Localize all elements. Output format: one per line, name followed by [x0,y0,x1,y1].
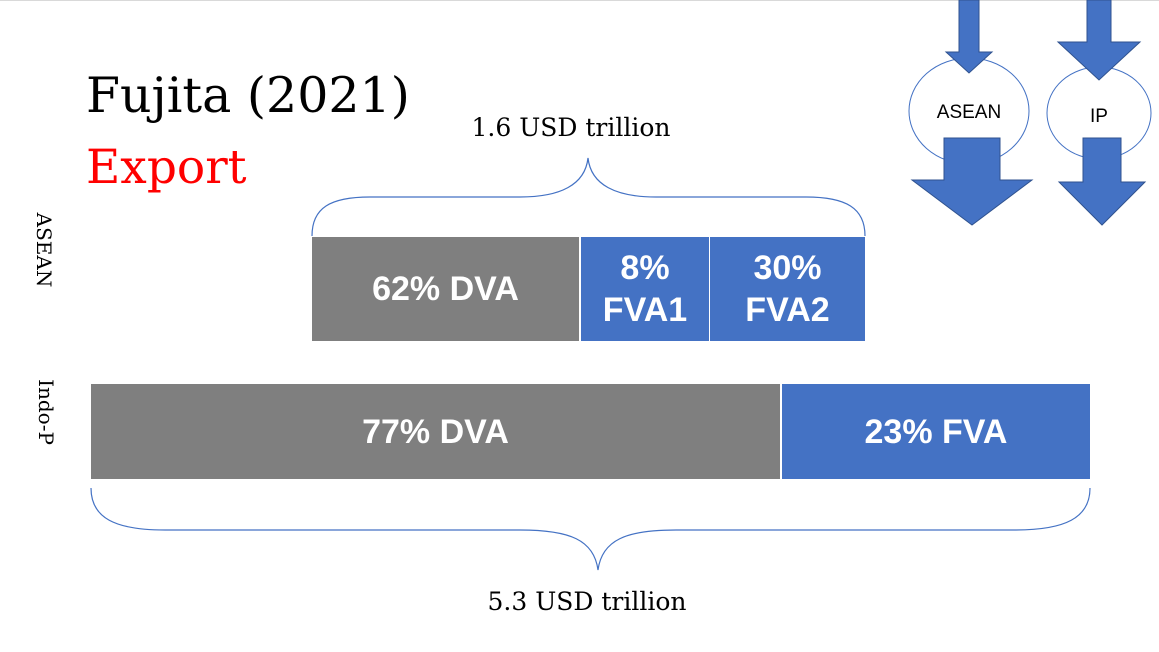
asean-flow-node: ASEAN [908,0,1034,226]
asean-brace [311,157,866,237]
arrow-down-icon [1057,137,1147,226]
asean-dva-segment: 62% DVA [312,237,579,341]
asean-total-label: 1.6 USD trillion [471,113,671,142]
indop-brace [90,487,1091,571]
arrow-down-icon [944,0,994,74]
asean-dva-label: 62% DVA [372,270,519,308]
slide-title: Fujita (2021) [86,67,410,124]
top-divider [0,0,1159,1]
arrow-down-icon [1056,0,1142,81]
asean-fva1-name: FVA1 [602,291,688,329]
asean-fva2-segment: 30% FVA2 [710,237,865,341]
asean-fva1-segment: 8% FVA1 [579,237,710,341]
ip-circle-label: IP [1090,106,1108,127]
indop-dva-label: 77% DVA [362,412,509,451]
asean-fva2-name: FVA2 [745,291,830,329]
indop-total-label: 5.3 USD trillion [487,587,687,616]
indop-dva-segment: 77% DVA [91,384,780,479]
arrow-down-icon [910,137,1034,226]
indop-fva-segment: 23% FVA [780,384,1090,479]
slide-subtitle: Export [86,140,247,195]
asean-fva1-pct: 8% [620,249,670,287]
asean-circle-label: ASEAN [937,102,1001,123]
indop-fva-label: 23% FVA [864,412,1008,451]
asean-fva2-pct: 30% [753,249,822,287]
ip-flow-node: IP [1046,0,1152,226]
